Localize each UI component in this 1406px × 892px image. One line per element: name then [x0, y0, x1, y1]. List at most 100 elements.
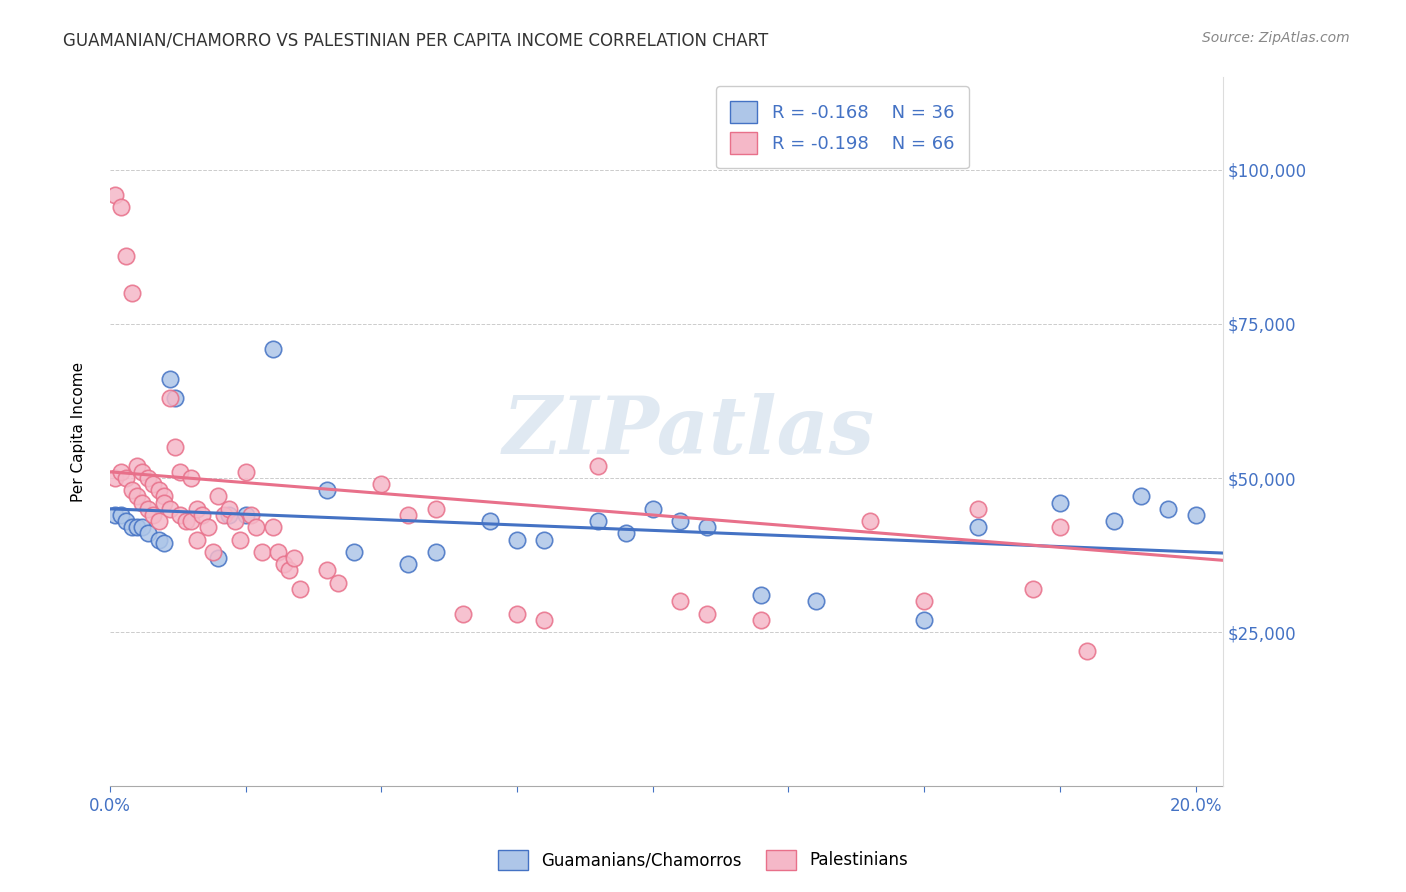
- Point: [163, 391, 186, 405]
- Point: [1102, 514, 1125, 528]
- Point: [533, 533, 555, 547]
- Point: [262, 520, 284, 534]
- Point: [104, 471, 127, 485]
- Point: [148, 533, 170, 547]
- Point: [153, 490, 176, 504]
- Point: [278, 564, 301, 578]
- Point: [669, 514, 692, 528]
- Point: [229, 533, 252, 547]
- Point: [115, 514, 138, 528]
- Point: [641, 501, 664, 516]
- Point: [669, 594, 692, 608]
- Point: [218, 508, 240, 522]
- Point: [967, 520, 990, 534]
- Point: [478, 514, 501, 528]
- Point: [131, 496, 153, 510]
- Point: [197, 520, 219, 534]
- Point: [125, 520, 148, 534]
- Point: [267, 545, 290, 559]
- Point: [588, 514, 610, 528]
- Point: [218, 501, 240, 516]
- Point: [1049, 520, 1071, 534]
- Point: [110, 200, 132, 214]
- Y-axis label: Per Capita Income: Per Capita Income: [72, 362, 86, 502]
- Point: [533, 613, 555, 627]
- Point: [240, 508, 263, 522]
- Point: [191, 508, 214, 522]
- Point: [163, 440, 186, 454]
- Point: [245, 520, 267, 534]
- Point: [186, 533, 208, 547]
- Point: [235, 465, 257, 479]
- Point: [1130, 490, 1153, 504]
- Text: Source: ZipAtlas.com: Source: ZipAtlas.com: [1202, 31, 1350, 45]
- Point: [121, 483, 143, 498]
- Point: [180, 514, 202, 528]
- Point: [506, 607, 529, 621]
- Point: [1157, 501, 1180, 516]
- Text: ZIPatlas: ZIPatlas: [502, 393, 875, 471]
- Point: [283, 551, 305, 566]
- Point: [207, 551, 229, 566]
- Point: [186, 501, 208, 516]
- Point: [425, 501, 447, 516]
- Point: [169, 508, 191, 522]
- Point: [125, 458, 148, 473]
- Point: [749, 588, 772, 602]
- Point: [136, 526, 159, 541]
- Point: [396, 508, 419, 522]
- Point: [148, 514, 170, 528]
- Point: [180, 471, 202, 485]
- Point: [110, 465, 132, 479]
- Point: [235, 508, 257, 522]
- Point: [316, 564, 339, 578]
- Point: [326, 575, 349, 590]
- Point: [588, 458, 610, 473]
- Point: [148, 483, 170, 498]
- Point: [696, 520, 718, 534]
- Point: [288, 582, 311, 596]
- Point: [174, 514, 197, 528]
- Point: [159, 391, 181, 405]
- Point: [224, 514, 246, 528]
- Point: [316, 483, 339, 498]
- Point: [121, 520, 143, 534]
- Point: [967, 501, 990, 516]
- Point: [912, 613, 935, 627]
- Point: [153, 535, 176, 549]
- Point: [749, 613, 772, 627]
- Legend: Guamanians/Chamorros, Palestinians: Guamanians/Chamorros, Palestinians: [491, 843, 915, 877]
- Point: [121, 286, 143, 301]
- Point: [859, 514, 882, 528]
- Point: [159, 501, 181, 516]
- Point: [131, 520, 153, 534]
- Point: [696, 607, 718, 621]
- Point: [1076, 643, 1098, 657]
- Point: [250, 545, 273, 559]
- Point: [1021, 582, 1043, 596]
- Text: GUAMANIAN/CHAMORRO VS PALESTINIAN PER CAPITA INCOME CORRELATION CHART: GUAMANIAN/CHAMORRO VS PALESTINIAN PER CA…: [63, 31, 769, 49]
- Point: [110, 508, 132, 522]
- Point: [125, 490, 148, 504]
- Point: [506, 533, 529, 547]
- Point: [201, 545, 224, 559]
- Point: [262, 342, 284, 356]
- Point: [142, 508, 165, 522]
- Point: [115, 249, 138, 263]
- Point: [451, 607, 474, 621]
- Point: [104, 508, 127, 522]
- Point: [370, 477, 392, 491]
- Point: [396, 558, 419, 572]
- Point: [1184, 508, 1206, 522]
- Legend: R = -0.168    N = 36, R = -0.198    N = 66: R = -0.168 N = 36, R = -0.198 N = 66: [716, 87, 969, 169]
- Point: [159, 372, 181, 386]
- Point: [207, 490, 229, 504]
- Point: [425, 545, 447, 559]
- Point: [115, 471, 138, 485]
- Point: [343, 545, 366, 559]
- Point: [169, 465, 191, 479]
- Point: [136, 471, 159, 485]
- Point: [273, 558, 295, 572]
- Point: [136, 501, 159, 516]
- Point: [131, 465, 153, 479]
